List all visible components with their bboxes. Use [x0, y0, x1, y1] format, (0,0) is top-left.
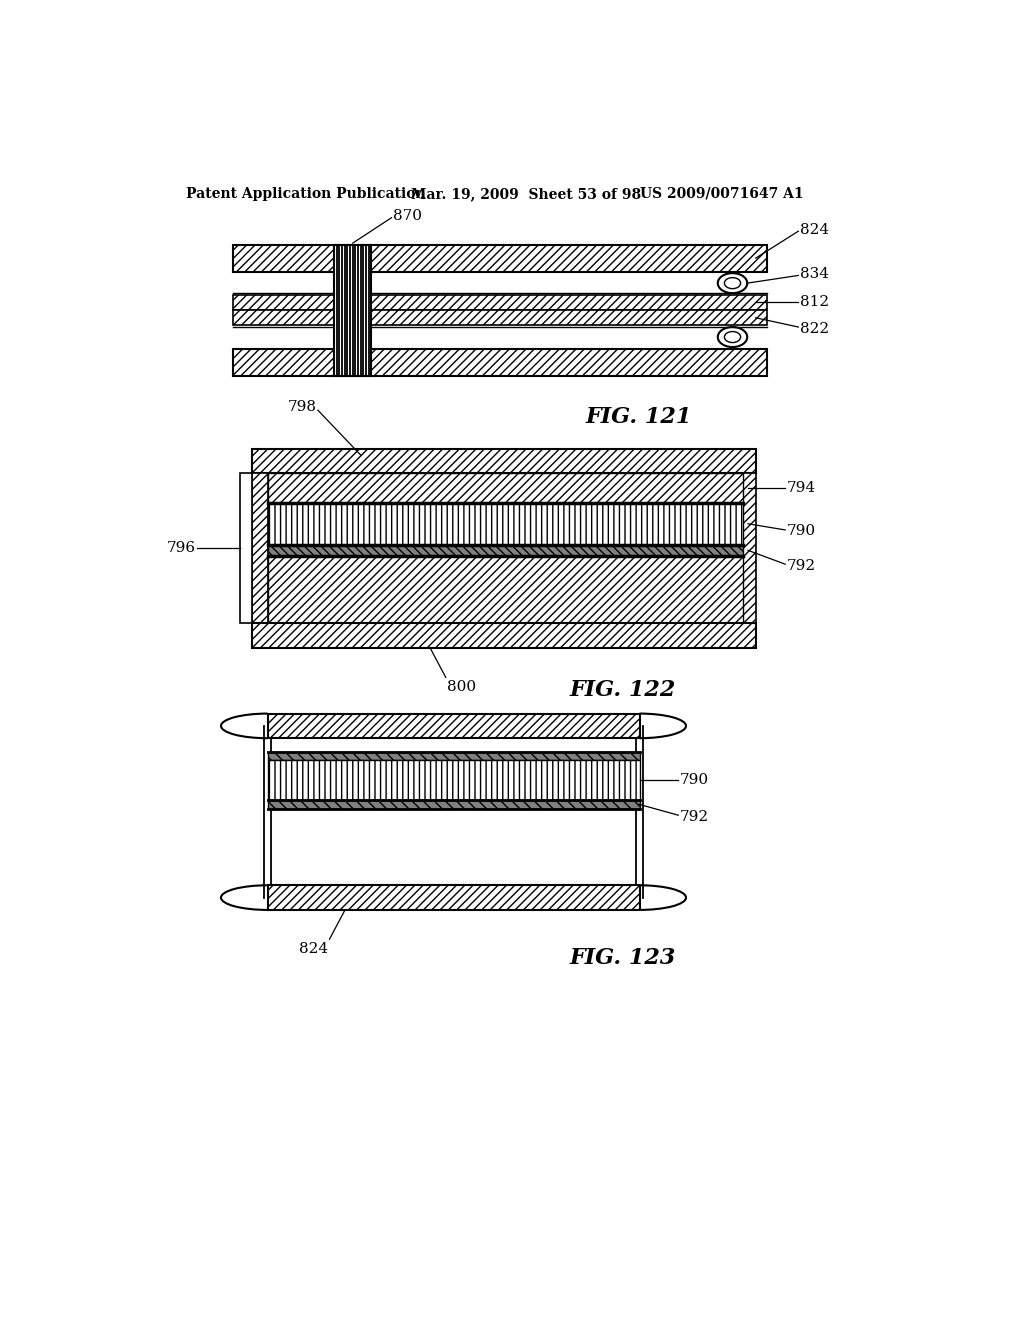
Text: 792: 792	[680, 809, 709, 824]
Text: Mar. 19, 2009  Sheet 53 of 98: Mar. 19, 2009 Sheet 53 of 98	[411, 187, 641, 201]
Text: 798: 798	[288, 400, 316, 414]
Ellipse shape	[724, 331, 740, 343]
Bar	[267, 752, 640, 760]
Bar	[743, 474, 756, 623]
Text: US 2009/0071647 A1: US 2009/0071647 A1	[640, 187, 803, 201]
Bar	[252, 449, 756, 474]
Bar	[240, 474, 252, 623]
Text: 824: 824	[800, 223, 829, 236]
Text: 834: 834	[800, 267, 828, 281]
Bar	[267, 474, 743, 503]
Text: 796: 796	[166, 541, 196, 556]
Bar	[232, 244, 767, 272]
Text: FIG. 123: FIG. 123	[569, 946, 676, 969]
Text: 790: 790	[786, 524, 816, 539]
Text: 794: 794	[786, 480, 816, 495]
Text: 792: 792	[786, 558, 816, 573]
Bar	[267, 556, 743, 623]
Bar	[232, 348, 767, 376]
Text: FIG. 121: FIG. 121	[586, 407, 691, 428]
Bar	[267, 800, 640, 809]
Text: 790: 790	[680, 772, 709, 787]
Bar	[267, 545, 743, 556]
Text: 824: 824	[299, 942, 328, 956]
Bar	[232, 310, 767, 326]
Bar	[252, 623, 756, 648]
Text: 822: 822	[800, 322, 829, 335]
Bar	[267, 714, 640, 738]
Bar	[232, 294, 767, 310]
Ellipse shape	[724, 277, 740, 289]
Text: 870: 870	[393, 209, 422, 223]
Bar	[267, 760, 640, 800]
Text: 812: 812	[800, 296, 829, 309]
Bar	[267, 886, 640, 909]
Bar	[334, 244, 372, 376]
Bar	[267, 503, 743, 545]
Text: FIG. 122: FIG. 122	[569, 678, 676, 701]
Text: Patent Application Publication: Patent Application Publication	[186, 187, 426, 201]
Bar	[252, 474, 267, 623]
Text: 800: 800	[447, 681, 476, 694]
